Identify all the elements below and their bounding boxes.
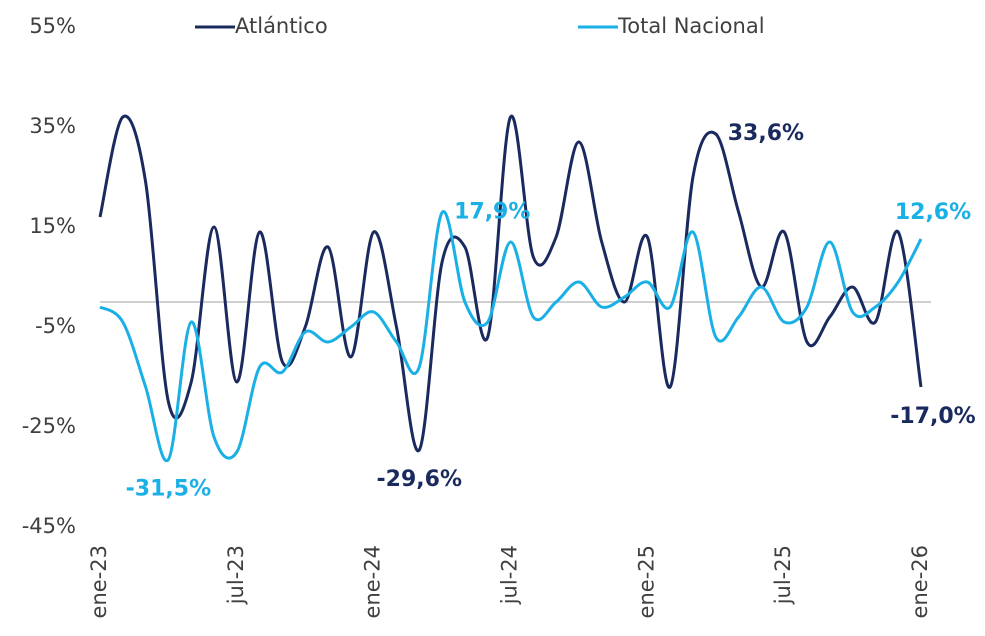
data-label: 17,9%: [454, 200, 530, 225]
y-tick-label: -45%: [22, 514, 76, 538]
legend-label: Atlántico: [235, 14, 328, 38]
y-tick-label: -5%: [35, 314, 76, 338]
y-tick-label: 15%: [29, 214, 76, 238]
data-label: 12,6%: [895, 200, 971, 225]
y-tick-label: 35%: [29, 114, 76, 138]
x-tick-label: ene-25: [634, 545, 658, 618]
x-tick-label: jul-24: [498, 545, 522, 605]
data-label: -31,5%: [126, 477, 211, 502]
x-tick-label: ene-26: [908, 545, 932, 618]
data-label: -29,6%: [377, 467, 462, 492]
series-line: [99, 210, 923, 463]
legend-label: Total Nacional: [617, 14, 765, 38]
x-tick-label: ene-23: [87, 545, 111, 618]
series-line: [98, 114, 923, 453]
y-tick-label: 55%: [29, 14, 76, 38]
data-label: 33,6%: [728, 121, 804, 146]
y-tick-label: -25%: [22, 414, 76, 438]
x-tick-label: jul-23: [224, 545, 248, 605]
x-tick-label: ene-24: [361, 545, 385, 618]
x-tick-label: jul-25: [771, 545, 795, 605]
data-label: -17,0%: [890, 404, 975, 429]
